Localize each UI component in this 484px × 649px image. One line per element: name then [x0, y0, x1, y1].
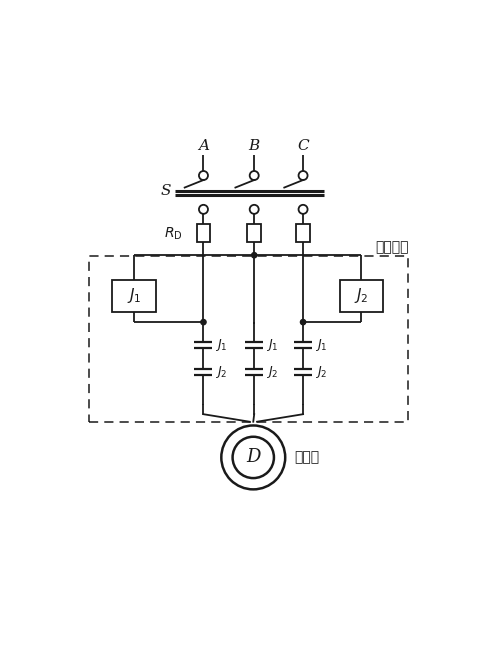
Text: C: C	[297, 139, 308, 153]
Text: $J_{1}$: $J_{1}$	[266, 337, 278, 354]
Text: $J_{1}$: $J_{1}$	[215, 337, 227, 354]
Bar	[197, 225, 210, 243]
Text: D: D	[245, 448, 260, 467]
Circle shape	[251, 252, 257, 258]
Circle shape	[300, 319, 305, 324]
Text: 缺相保护: 缺相保护	[374, 240, 408, 254]
Text: $J_{2}$: $J_{2}$	[266, 363, 278, 380]
Text: A: A	[197, 139, 209, 153]
Bar	[89, 256, 408, 422]
Text: $R_{\mathrm{D}}$: $R_{\mathrm{D}}$	[164, 225, 182, 241]
Circle shape	[200, 319, 206, 324]
Text: B: B	[248, 139, 259, 153]
Text: $J_1$: $J_1$	[126, 286, 141, 305]
Bar	[112, 280, 155, 312]
Text: $J_2$: $J_2$	[353, 286, 368, 305]
Text: $J_{2}$: $J_{2}$	[315, 363, 327, 380]
Text: $J_{1}$: $J_{1}$	[315, 337, 327, 354]
Bar	[296, 225, 309, 243]
Text: $J_{2}$: $J_{2}$	[215, 363, 227, 380]
Bar	[339, 280, 382, 312]
Bar	[247, 225, 260, 243]
Text: 用电器: 用电器	[294, 450, 319, 465]
Text: S: S	[161, 184, 171, 199]
